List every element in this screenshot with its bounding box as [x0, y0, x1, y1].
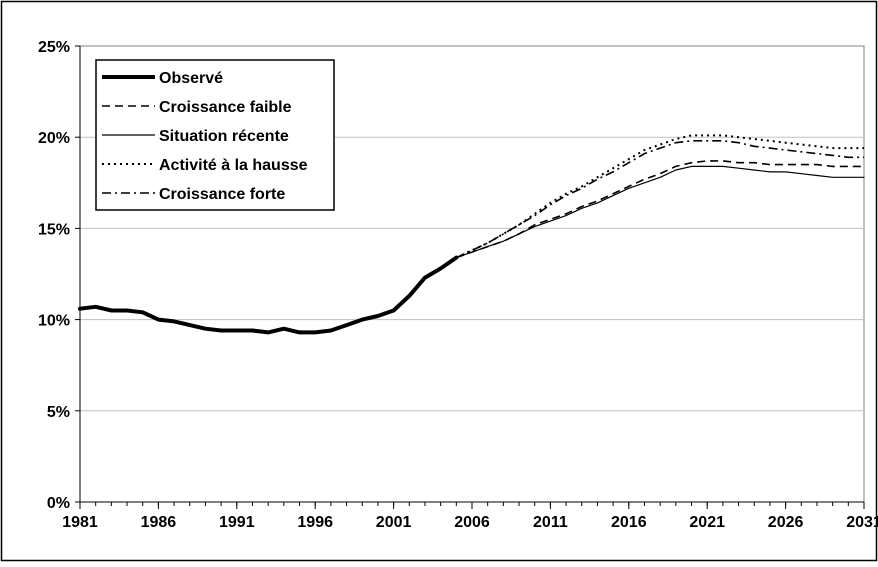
y-tick-label: 20% [38, 130, 70, 147]
series-line [455, 165, 865, 259]
x-tick-label: 2011 [533, 514, 568, 531]
x-tick-label: 1991 [219, 514, 255, 531]
x-tick-label: 2006 [454, 514, 490, 531]
axis-layer: 0% 5% 10% 15% 20% 25% 1981 1986 1991 1996 2001 2006… [38, 39, 878, 531]
series-line [455, 140, 864, 259]
x-tick-label: 2001 [376, 514, 412, 531]
y-tick-label: 10% [38, 313, 70, 330]
x-tick-label: 1986 [141, 514, 177, 531]
legend-label: Observé [159, 70, 223, 87]
legend-label: Croissance faible [159, 99, 292, 116]
legend-label: Activité à la hausse [159, 157, 308, 174]
y-tick-label: 0% [47, 495, 70, 512]
x-tick-label: 2016 [611, 514, 647, 531]
y-tick-label: 5% [47, 404, 70, 421]
y-tick-label: 25% [38, 39, 70, 56]
x-tick-label: 2026 [768, 514, 804, 531]
legend: Observé Croissance faible Situation récent… [95, 59, 335, 211]
x-tick-label: 2031 [846, 514, 878, 531]
series-layer [78, 134, 865, 335]
y-tick-label: 15% [38, 221, 70, 238]
legend-label: Croissance forte [159, 186, 285, 203]
x-tick-label: 1996 [297, 514, 333, 531]
legend-label: Situation récente [159, 128, 289, 145]
x-tick-label: 1981 [62, 514, 98, 531]
series-line [78, 255, 459, 335]
x-tick-label: 2021 [689, 514, 725, 531]
